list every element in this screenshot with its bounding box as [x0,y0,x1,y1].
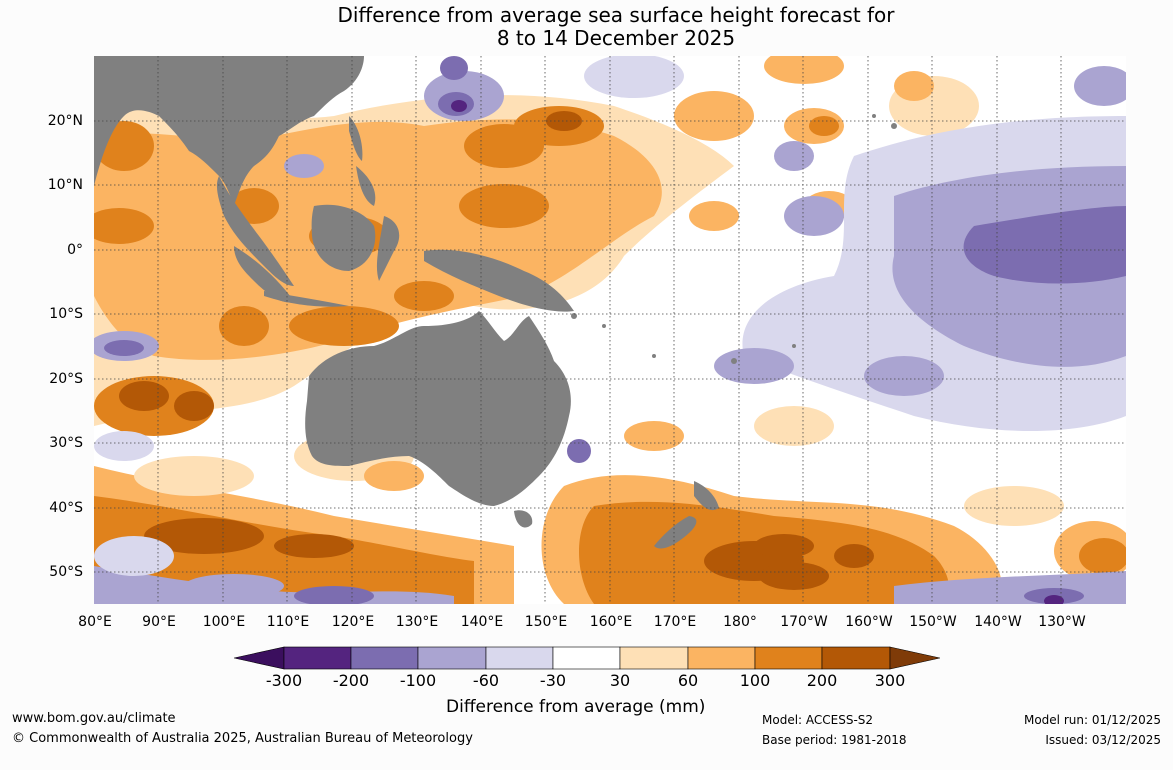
colorbar-swatch [283,646,352,670]
lon-label-160e: 160°E [589,614,633,630]
lon-label-140w: 140°W [974,614,1022,630]
anomaly-field [94,56,1126,604]
lon-label-170e: 170°E [653,614,697,630]
lon-label-100e: 100°E [202,614,246,630]
model-name: Model: ACCESS-S2 [762,713,874,727]
colorbar-tick: 30 [609,671,631,690]
copyright-notice: © Commonwealth of Australia 2025, Austra… [12,731,473,746]
base-period: Base period: 1981-2018 [762,733,907,747]
anomaly-map [94,56,1126,604]
lon-label-90e: 90°E [142,614,176,630]
chart-title: Difference from average sea surface heig… [0,4,1173,50]
colorbar-tick: 60 [677,671,699,690]
title-line-1: Difference from average sea surface heig… [337,3,895,27]
colorbar-swatch [485,646,554,670]
lon-label-150w: 150°W [909,614,957,630]
colorbar-tick: -200 [332,671,370,690]
colorbar-swatch [687,646,756,670]
title-line-2: 8 to 14 December 2025 [496,26,736,50]
colorbar-tick: 100 [739,671,771,690]
colorbar-tick: -300 [265,671,303,690]
colorbar-tick: 300 [874,671,906,690]
colorbar-swatch [821,646,891,670]
colorbar-arrow-low [233,646,285,670]
lon-label-130w: 130°W [1038,614,1086,630]
anomaly-map-svg [94,56,1126,604]
colorbar-swatch [619,646,689,670]
land [94,56,897,549]
graticule [94,56,1126,604]
source-url: www.bom.gov.au/climate [12,711,176,726]
colorbar-swatch [552,646,621,670]
lon-label-80e: 80°E [78,614,112,630]
lon-label-180: 180° [723,614,757,630]
lat-label-0: 0° [67,242,83,258]
lat-label-20n: 20°N [47,113,83,129]
issued-date: Issued: 03/12/2025 [1045,733,1161,747]
lat-label-10s: 10°S [49,306,83,322]
lon-label-130e: 130°E [395,614,439,630]
colorbar-arrow-high [889,646,941,670]
lat-label-20s: 20°S [49,371,83,387]
lat-label-50s: 50°S [49,564,83,580]
colorbar [233,646,941,676]
lon-label-110e: 110°E [266,614,310,630]
colorbar-tick: -30 [539,671,567,690]
lon-label-160w: 160°W [845,614,893,630]
model-run-date: Model run: 01/12/2025 [1023,713,1161,727]
colorbar-swatch [754,646,823,670]
lon-label-170w: 170°W [780,614,828,630]
lon-label-140e: 140°E [460,614,504,630]
lat-label-30s: 30°S [49,435,83,451]
lat-label-10n: 10°N [47,177,83,193]
colorbar-swatch [417,646,487,670]
colorbar-title: Difference from average (mm) [446,697,706,717]
lon-label-150e: 150°E [524,614,568,630]
colorbar-svg [233,646,941,670]
colorbar-tick: -60 [472,671,500,690]
lon-label-120e: 120°E [331,614,375,630]
lat-label-40s: 40°S [49,500,83,516]
colorbar-tick: 200 [806,671,838,690]
colorbar-tick: -100 [399,671,437,690]
colorbar-swatch [350,646,419,670]
